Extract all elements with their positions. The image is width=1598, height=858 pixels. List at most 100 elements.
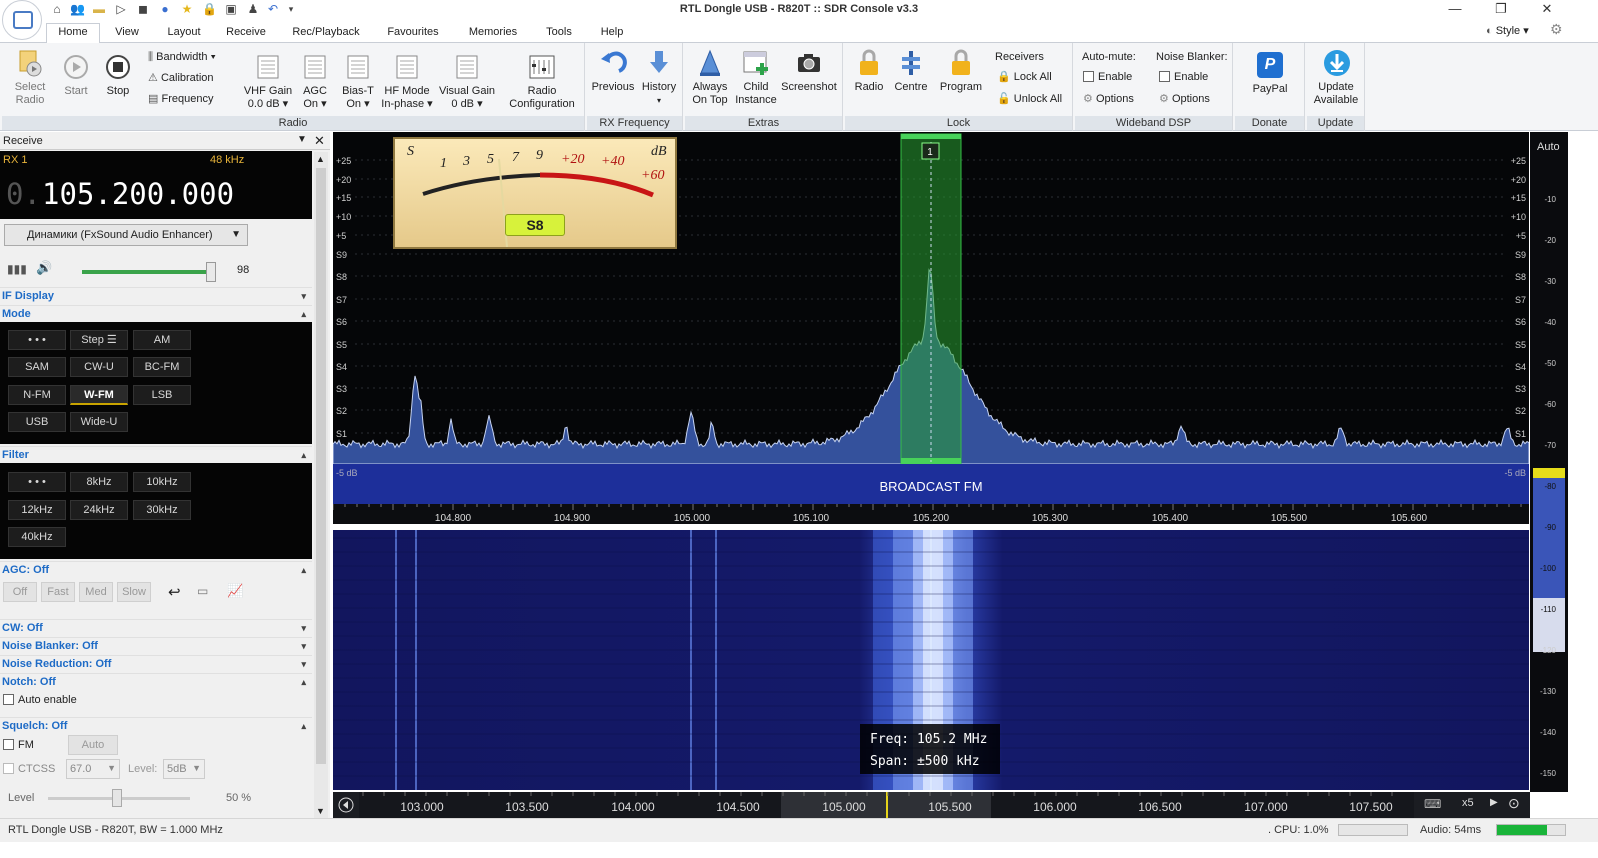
update-available-button[interactable]: Update Available	[1309, 49, 1363, 107]
filter-40khz-button[interactable]: 40kHz	[8, 527, 66, 547]
agc-edit-icon[interactable]: ▭	[197, 584, 209, 598]
volume-slider-thumb[interactable]	[206, 262, 216, 282]
level-slider-thumb[interactable]	[112, 789, 122, 807]
audio-device-select[interactable]: Динамики (FxSound Audio Enhancer) ▼	[4, 224, 248, 246]
squelch-auto-button[interactable]: Auto	[68, 735, 118, 755]
mode-w-fm-button[interactable]: W-FM	[70, 385, 128, 405]
mode-cw-u-button[interactable]: CW-U	[70, 357, 128, 377]
tab-memories[interactable]: Memories	[468, 26, 518, 38]
volume-slider[interactable]	[82, 262, 216, 282]
tab-rec-playback[interactable]: Rec/Playback	[292, 26, 360, 38]
dropdown-icon[interactable]: ▾	[288, 4, 294, 14]
globe-icon[interactable]: ●	[161, 2, 169, 16]
always-on-top-button[interactable]: Always On Top	[687, 49, 733, 107]
speaker-icon[interactable]: 🔊	[36, 260, 53, 275]
keyboard-icon[interactable]: ⌨	[1424, 797, 1442, 811]
auto-button[interactable]: Auto	[1537, 141, 1560, 153]
zoom-next-icon[interactable]: ▶	[1490, 797, 1498, 808]
agc-undo-icon[interactable]: ↩	[168, 584, 181, 601]
tab-help[interactable]: Help	[600, 26, 624, 38]
scroll-thumb[interactable]	[316, 168, 326, 764]
filter-10khz-button[interactable]: 10kHz	[133, 472, 191, 492]
agc-button[interactable]: AGC On ▾	[300, 53, 330, 111]
bandwidth-button[interactable]: ⫼ Bandwidth ▾	[148, 51, 216, 63]
home-icon[interactable]: ⌂	[53, 2, 61, 16]
history-button[interactable]: History ▾	[637, 49, 681, 107]
agc-slow-button[interactable]: Slow	[117, 582, 151, 602]
waterfall-display[interactable]: Freq: 105.2 MHz Span: ±500 kHz	[333, 530, 1529, 790]
scroll-right-icon[interactable]: ⊙	[1508, 795, 1520, 811]
users-icon[interactable]: 👥	[70, 2, 85, 16]
select-radio-button[interactable]: Select Radio	[6, 49, 54, 107]
undo-icon[interactable]: ↶	[267, 2, 279, 16]
filter-section[interactable]: Filter ▴	[0, 446, 312, 463]
paypal-button[interactable]: P PayPal	[1241, 51, 1299, 96]
mode-section[interactable]: Mode ▴	[0, 305, 312, 322]
lock-all-button[interactable]: 🔒 Lock All	[997, 71, 1052, 84]
lock-radio-button[interactable]: Radio	[849, 49, 889, 94]
filter-8khz-button[interactable]: 8kHz	[70, 472, 128, 492]
agc-section[interactable]: AGC: Off ▴	[0, 561, 312, 578]
style-menu[interactable]: ◐ Style ▾	[1486, 25, 1529, 37]
overview-axis[interactable]: 103.000 103.500 104.000 104.500 105.000 105.5…	[333, 792, 1529, 818]
previous-button[interactable]: Previous	[591, 49, 635, 94]
radio-configuration-button[interactable]: Radio Configuration	[504, 53, 580, 111]
tab-layout[interactable]: Layout	[167, 26, 201, 38]
notch-section[interactable]: Notch: Off ▴	[0, 673, 312, 690]
auto-mute-options-button[interactable]: ⚙ Options	[1083, 93, 1134, 106]
ctcss-select[interactable]: 67.0 ▼	[66, 759, 120, 779]
agc-graph-icon[interactable]: 📈	[227, 583, 244, 598]
mode-sam-button[interactable]: SAM	[8, 357, 66, 377]
tab-view[interactable]: View	[115, 26, 139, 38]
restore-button[interactable]: ❐	[1495, 1, 1507, 16]
mode-n-fm-button[interactable]: N-FM	[8, 385, 66, 405]
user-icon[interactable]: ♟	[247, 2, 259, 16]
squelch-section[interactable]: Squelch: Off ▴	[0, 717, 312, 734]
noise-blanker-section[interactable]: Noise Blanker: Off ▾	[0, 637, 312, 654]
ctcss-checkbox[interactable]: CTCSS	[3, 763, 55, 776]
spectrum-display[interactable]: +25+20+15+10+5S9S8S7S6S5S4S3S2S1S0+25+20…	[332, 132, 1530, 495]
camera-icon[interactable]: ▣	[225, 2, 237, 16]
scroll-up-icon[interactable]: ▲	[316, 154, 325, 164]
spectrum-divider[interactable]	[333, 524, 1529, 530]
mode-step-button[interactable]: Step ☰	[70, 330, 128, 350]
agc-med-button[interactable]: Med	[79, 582, 113, 602]
agc-fast-button[interactable]: Fast	[41, 582, 75, 602]
zoom-value[interactable]: x5	[1462, 797, 1474, 809]
levels-icon[interactable]: ▮▮▮	[7, 262, 27, 276]
noise-blanker-enable-checkbox[interactable]: Enable	[1159, 71, 1208, 84]
tab-tools[interactable]: Tools	[546, 26, 572, 38]
noise-reduction-section[interactable]: Noise Reduction: Off ▾	[0, 655, 312, 672]
child-instance-button[interactable]: Child Instance	[733, 49, 779, 107]
centre-button[interactable]: Centre	[891, 49, 931, 94]
mode-bc-fm-button[interactable]: BC-FM	[133, 357, 191, 377]
mode-more-button[interactable]: • • •	[8, 330, 66, 350]
vhf-gain-button[interactable]: VHF Gain 0.0 dB ▾	[242, 53, 294, 111]
squelch-fm-checkbox[interactable]: FM	[3, 739, 34, 752]
filter-more-button[interactable]: • • •	[8, 472, 66, 492]
scroll-down-icon[interactable]: ▼	[316, 806, 325, 816]
mode-lsb-button[interactable]: LSB	[133, 385, 191, 405]
stop-button[interactable]: Stop	[100, 53, 136, 98]
mode-am-button[interactable]: AM	[133, 330, 191, 350]
filter-30khz-button[interactable]: 30kHz	[133, 500, 191, 520]
minimize-button[interactable]: —	[1448, 1, 1462, 16]
visual-gain-button[interactable]: Visual Gain 0 dB ▾	[438, 53, 496, 111]
star-icon[interactable]: ★	[181, 2, 193, 16]
level-scale[interactable]: Auto -10 -20 -30 -40 -50 -60 -70 -80 -90 -100 -110…	[1530, 132, 1568, 792]
stop-icon[interactable]: ◼	[138, 2, 148, 16]
start-button[interactable]: Start	[58, 53, 94, 98]
hf-mode-button[interactable]: HF Mode In-phase ▾	[380, 53, 434, 111]
bias-t-button[interactable]: Bias-T On ▾	[338, 53, 378, 111]
agc-off-button[interactable]: Off	[3, 582, 37, 602]
filter-12khz-button[interactable]: 12kHz	[8, 500, 66, 520]
calibration-button[interactable]: ⚠ Calibration	[148, 72, 214, 85]
mode-usb-button[interactable]: USB	[8, 412, 66, 432]
if-display-section[interactable]: IF Display ▾	[0, 287, 312, 304]
panel-scrollbar[interactable]: ▲ ▼	[314, 152, 328, 818]
tab-favourites[interactable]: Favourites	[387, 26, 439, 38]
frequency-value[interactable]: 105.200.000	[42, 177, 235, 211]
screenshot-button[interactable]: Screenshot	[779, 49, 839, 94]
level-slider[interactable]	[48, 789, 190, 807]
unlock-all-button[interactable]: 🔓 Unlock All	[997, 93, 1062, 106]
